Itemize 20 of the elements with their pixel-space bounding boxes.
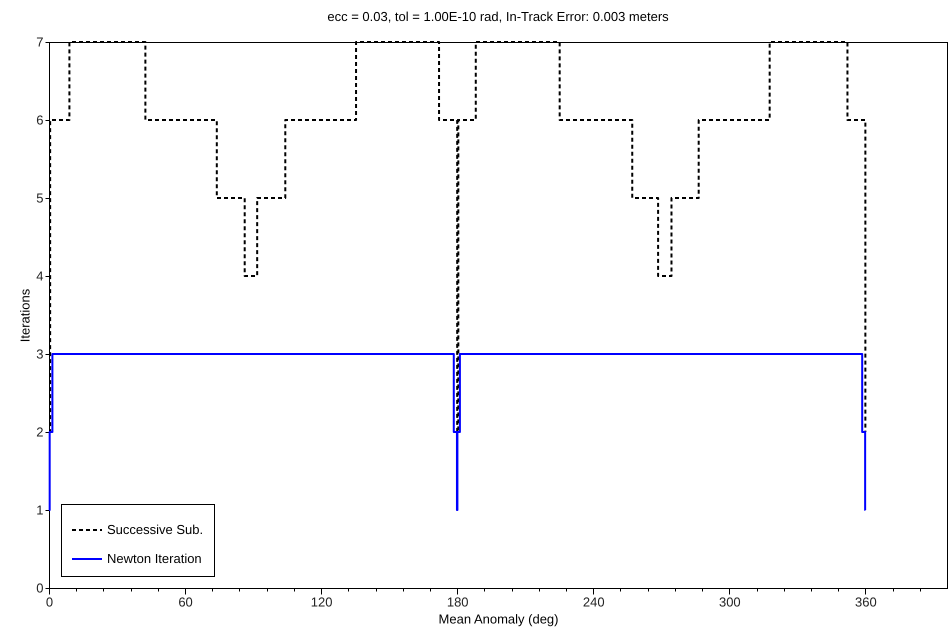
y-tick-label: 6 xyxy=(36,112,44,128)
legend-label: Successive Sub. xyxy=(107,522,204,537)
x-tick-label: 60 xyxy=(178,594,193,610)
legend-label: Newton Iteration xyxy=(107,551,202,566)
x-tick-label: 0 xyxy=(46,594,54,610)
y-tick-label: 1 xyxy=(36,502,44,518)
x-tick-label: 180 xyxy=(446,594,469,610)
x-tick-label: 120 xyxy=(310,594,332,610)
chart-title: ecc = 0.03, tol = 1.00E-10 rad, In-Track Error: 0.003 meters xyxy=(327,9,670,24)
x-tick-label: 360 xyxy=(855,594,877,610)
y-tick-label: 2 xyxy=(36,424,44,440)
y-tick-label: 0 xyxy=(36,580,44,596)
y-tick-label: 4 xyxy=(36,268,44,284)
y-tick-label: 7 xyxy=(36,34,44,50)
y-tick-label: 5 xyxy=(36,190,44,206)
y-axis-title: Iterations xyxy=(17,288,32,342)
x-tick-label: 300 xyxy=(718,594,741,610)
x-axis-title: Mean Anomaly (deg) xyxy=(438,612,558,626)
x-tick-label: 240 xyxy=(582,594,605,610)
y-tick-label: 3 xyxy=(36,346,44,362)
